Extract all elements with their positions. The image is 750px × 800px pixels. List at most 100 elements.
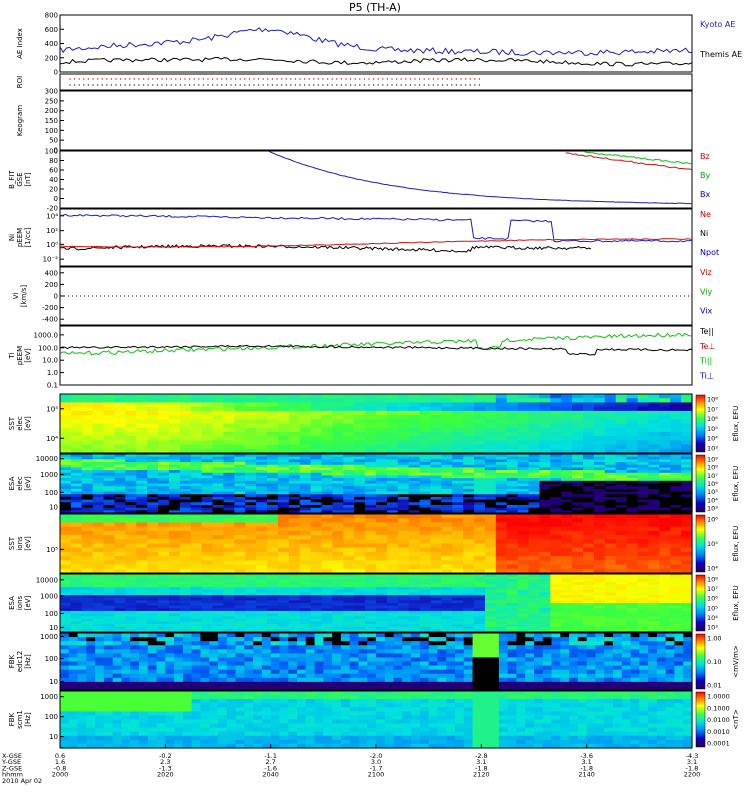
- fbk_e-pixel: [121, 681, 131, 687]
- fbk_e-pixel: [261, 653, 272, 659]
- roi-dot: [336, 84, 338, 86]
- esa_i-pixel: [386, 597, 399, 601]
- fbk_e-pixel: [288, 669, 298, 675]
- esa_e-pixel: [256, 494, 268, 498]
- fbk_e-pixel: [253, 685, 263, 691]
- esa_i-pixel: [463, 618, 475, 623]
- esa_e-pixel: [604, 483, 617, 487]
- esa_i-pixel: [441, 608, 453, 612]
- esa_e-pixel: [659, 470, 671, 474]
- sst_e-pixel: [561, 423, 573, 429]
- esa_e-pixel: [201, 464, 214, 469]
- esa_e-pixel: [277, 456, 290, 460]
- sst_e-pixel: [343, 440, 355, 446]
- sst_e-pixel: [615, 431, 628, 437]
- esa_i-pixel: [114, 581, 126, 586]
- sst_i-pixel: [670, 530, 682, 536]
- esa_e-pixel: [234, 480, 246, 485]
- esa_e-pixel: [637, 467, 650, 471]
- esa_i-pixel: [376, 584, 388, 588]
- sst_e-pixel: [201, 394, 214, 399]
- esa_e-pixel: [430, 499, 442, 503]
- esa_e-pixel: [648, 483, 660, 487]
- sst_e-pixel: [125, 440, 137, 446]
- esa_i-pixel: [397, 589, 410, 594]
- roi-dot: [198, 78, 200, 80]
- sst_i-pixel: [277, 535, 290, 540]
- sst_e-pixel: [484, 444, 497, 450]
- esa_e-pixel: [223, 496, 235, 501]
- sst_i-pixel: [256, 530, 268, 536]
- fbk_e-pixel: [235, 637, 245, 642]
- sst_i-pixel: [223, 535, 235, 540]
- esa_e-pixel: [550, 483, 562, 487]
- esa_i-pixel: [593, 626, 606, 630]
- esa_i-pixel: [452, 616, 464, 620]
- esa_i-pixel: [484, 618, 497, 623]
- esa_e-pixel: [332, 491, 344, 495]
- sst_i-pixel: [201, 535, 214, 540]
- esa_i-pixel: [408, 608, 421, 612]
- esa_e-pixel: [376, 470, 388, 474]
- sst_i-pixel: [430, 551, 442, 557]
- esa_e-pixel: [376, 480, 388, 485]
- fbk_e-pixel: [95, 661, 105, 667]
- sst_i-pixel: [430, 535, 442, 540]
- esa_e-pixel: [81, 467, 94, 471]
- fbk_e-pixel: [60, 681, 70, 687]
- esa_e-pixel: [681, 504, 693, 509]
- esa_i-pixel: [397, 579, 410, 583]
- sst_e-pixel: [277, 436, 290, 441]
- esa_e-pixel: [136, 464, 148, 469]
- esa_i-pixel: [626, 624, 639, 628]
- fbk_e-pixel: [156, 633, 166, 638]
- esa_e-pixel: [168, 472, 181, 477]
- fbk_e-pixel: [182, 637, 193, 642]
- sst_e-pixel: [484, 419, 497, 425]
- fbk_e-pixel: [86, 673, 96, 679]
- sst_e-pixel: [267, 415, 279, 420]
- esa_e-pixel: [517, 467, 530, 471]
- esa_e-pixel: [626, 496, 639, 501]
- esa_i-pixel: [234, 600, 246, 604]
- esa_e-pixel: [441, 502, 453, 506]
- sst_i-pixel: [452, 539, 464, 545]
- esa_e-pixel: [288, 462, 301, 466]
- esa_e-pixel: [550, 456, 562, 460]
- esa_i-pixel: [441, 576, 453, 580]
- esa_i-pixel: [321, 610, 334, 615]
- esa_i-pixel: [147, 605, 159, 609]
- esa_e-pixel: [604, 491, 617, 495]
- sst_e-pixel: [397, 423, 410, 429]
- esa_e-pixel: [670, 483, 682, 487]
- sst_i-pixel: [572, 522, 584, 528]
- sst_e-pixel: [681, 436, 693, 441]
- sst_e-pixel: [70, 415, 83, 420]
- sst_i-pixel: [212, 564, 225, 570]
- esa_i-pixel: [147, 592, 159, 596]
- esa_e-pixel: [452, 472, 464, 477]
- sst_e-pixel: [539, 419, 551, 425]
- esa_i-pixel: [114, 587, 126, 591]
- sst_i-pixel: [637, 522, 650, 528]
- legend-entry: Ni: [700, 229, 708, 238]
- esa_i-pixel: [572, 574, 584, 578]
- esa_e-pixel: [583, 464, 595, 469]
- sst_e-pixel: [452, 444, 464, 450]
- esa_i-pixel: [103, 616, 116, 620]
- esa_i-pixel: [343, 581, 355, 586]
- roi-dot: [142, 78, 145, 80]
- esa_e-pixel: [463, 456, 475, 460]
- sst_e-pixel: [267, 448, 279, 454]
- sst_i-pixel: [125, 547, 137, 553]
- esa_e-pixel: [256, 478, 268, 482]
- sst_e-pixel: [310, 402, 323, 408]
- esa_e-pixel: [179, 480, 192, 485]
- esa_i-pixel: [114, 613, 126, 617]
- esa_e-pixel: [593, 456, 606, 460]
- sst_i-pixel: [408, 522, 421, 528]
- sst_e-pixel: [223, 440, 235, 446]
- esa_e-pixel: [147, 478, 159, 482]
- esa_i-pixel: [158, 618, 170, 623]
- esa_i-pixel: [190, 597, 203, 601]
